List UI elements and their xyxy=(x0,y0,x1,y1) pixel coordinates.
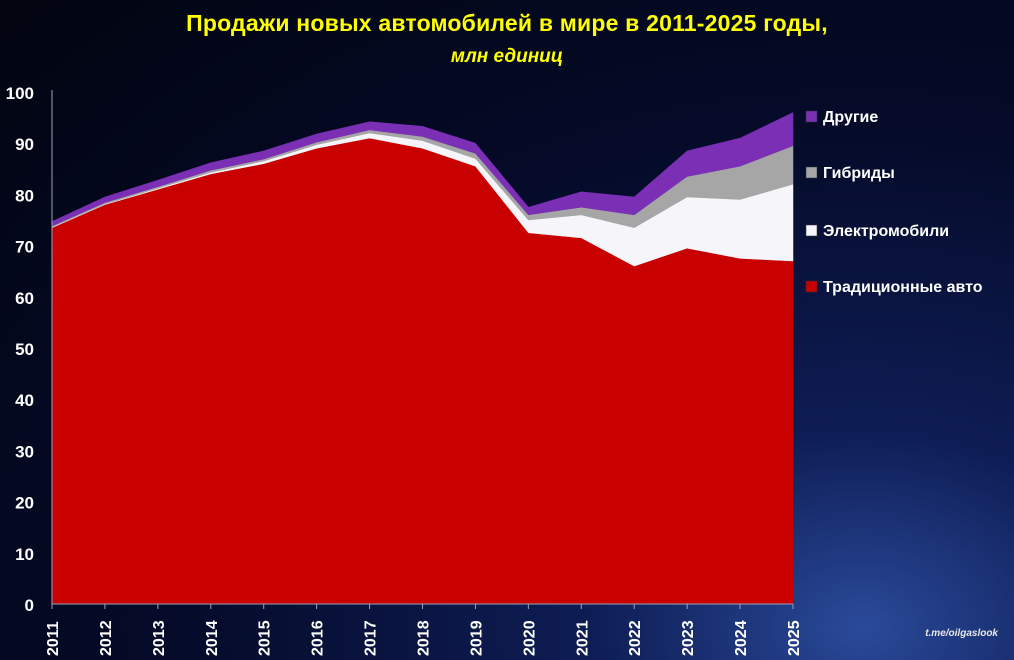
y-tick-label: 0 xyxy=(25,596,34,615)
y-tick-label: 40 xyxy=(15,391,34,410)
chart-subtitle: млн единиц xyxy=(450,46,564,67)
area-other xyxy=(51,112,794,227)
legend-label: Гибриды xyxy=(823,165,895,182)
x-tick-label: 2014 xyxy=(204,620,221,656)
x-tick-label: 2020 xyxy=(521,620,538,656)
y-tick-label: 30 xyxy=(15,442,34,461)
stacked-areas xyxy=(51,112,794,605)
legend-label: Традиционные авто xyxy=(823,279,983,296)
legend-label: Другие xyxy=(823,109,878,126)
x-tick-label: 2019 xyxy=(468,620,485,656)
chart-title: Продажи новых автомобилей в мире в 2011-… xyxy=(186,10,828,36)
y-tick-label: 50 xyxy=(15,340,34,359)
legend-swatch xyxy=(805,224,818,237)
y-tick-label: 90 xyxy=(15,135,34,154)
y-tick-label: 70 xyxy=(15,238,34,257)
legend-swatch xyxy=(805,280,818,293)
legend-label: Электромобили xyxy=(823,223,949,240)
x-tick-label: 2021 xyxy=(574,620,591,656)
watermark: t.me/oilgaslook xyxy=(925,628,998,639)
x-tick-label: 2025 xyxy=(786,620,803,656)
x-axis-ticks: 2011 2012 2013 2014 2015 2016 2017 2018 2019 2020… xyxy=(45,604,803,656)
x-tick-label: 2013 xyxy=(151,620,168,656)
x-tick-label: 2017 xyxy=(363,620,380,656)
y-axis-ticks: 0 10 20 30 40 50 60 70 80 90 100 xyxy=(6,84,34,615)
x-tick-label: 2016 xyxy=(310,620,327,656)
x-tick-label: 2018 xyxy=(416,620,433,656)
x-tick-label: 2024 xyxy=(733,620,750,656)
x-tick-label: 2011 xyxy=(45,621,62,656)
x-tick-label: 2012 xyxy=(98,620,115,656)
legend-swatch xyxy=(805,166,818,179)
y-tick-label: 80 xyxy=(15,186,34,205)
x-tick-label: 2022 xyxy=(627,620,644,656)
x-tick-label: 2023 xyxy=(680,620,697,656)
y-tick-label: 60 xyxy=(15,289,34,308)
legend-swatch xyxy=(805,110,818,123)
y-tick-label: 100 xyxy=(6,84,34,103)
x-tick-label: 2015 xyxy=(257,620,274,656)
y-tick-label: 10 xyxy=(15,545,34,564)
y-tick-label: 20 xyxy=(15,494,34,513)
legend: Другие Гибриды Электромобили Традиционные а… xyxy=(805,109,983,296)
